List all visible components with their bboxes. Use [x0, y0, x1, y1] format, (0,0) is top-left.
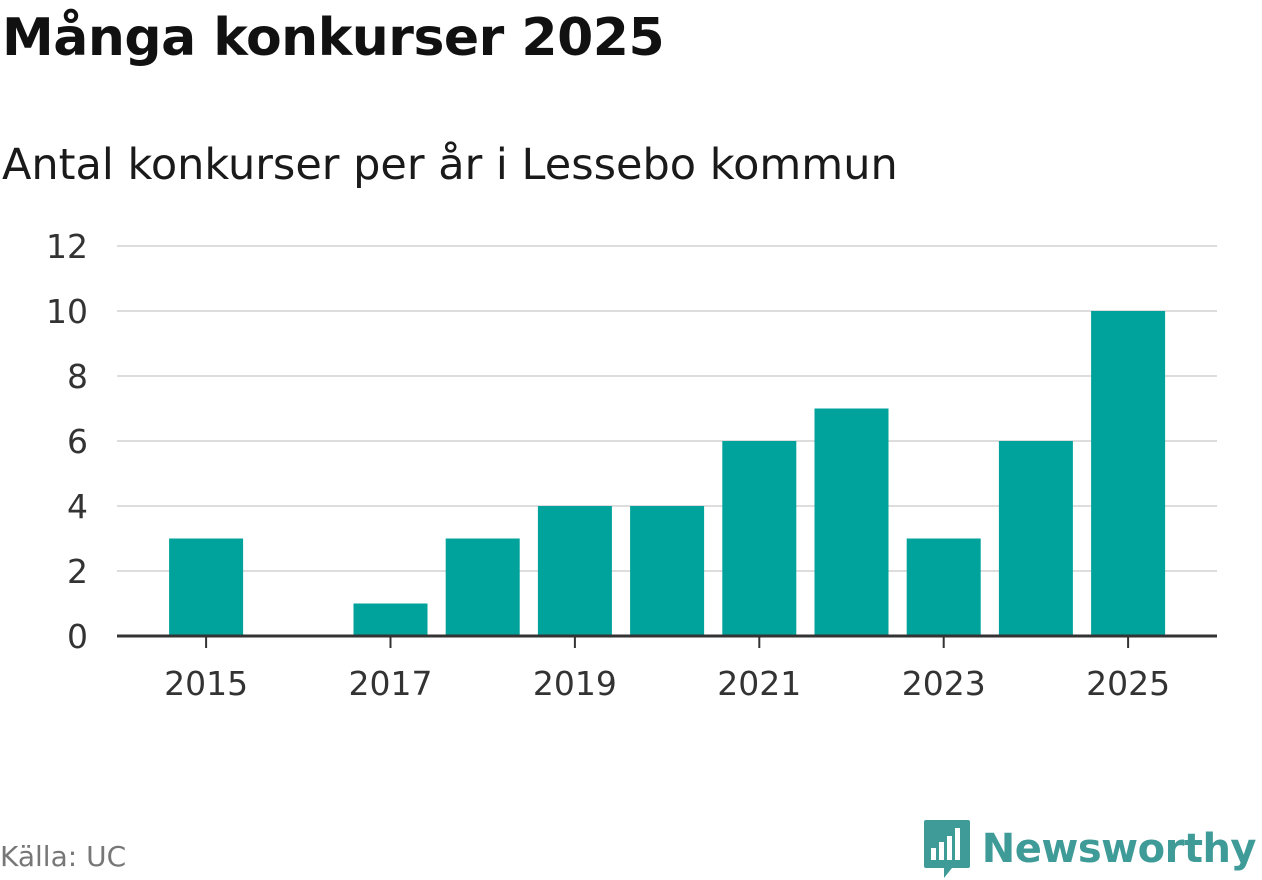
bar-2023 [906, 538, 981, 636]
x-tick-label: 2021 [717, 664, 801, 703]
chart-subtitle: Antal konkurser per år i Lessebo kommun [2, 140, 898, 190]
bars [169, 311, 1166, 636]
bar-2022 [814, 408, 889, 636]
x-tick-label: 2017 [349, 664, 433, 703]
bar-2015 [169, 538, 244, 636]
y-tick-label: 8 [67, 357, 88, 396]
y-tick-label: 0 [67, 617, 88, 656]
x-tick-label: 2019 [533, 664, 617, 703]
bar-2025 [1091, 311, 1166, 636]
x-tick-label: 2025 [1086, 664, 1170, 703]
bar-2017 [353, 603, 428, 636]
axes: 0 2 4 6 8 10 12 2015 2017 2019 2021 2023 2025 [46, 227, 1217, 703]
y-tick-label: 6 [67, 422, 88, 461]
chart-title: Många konkurser 2025 [2, 8, 665, 68]
y-tick-label: 10 [46, 292, 88, 331]
x-tick-label: 2023 [902, 664, 986, 703]
brand-logo: Newsworthy [922, 818, 1257, 880]
x-tick-label: 2015 [164, 664, 248, 703]
y-tick-label: 4 [67, 487, 88, 526]
newsworthy-logo-icon [923, 820, 970, 878]
source-note: Källa: UC [0, 840, 127, 873]
bar-2024 [998, 441, 1073, 636]
bar-2021 [722, 441, 797, 636]
brand-name: Newsworthy [981, 826, 1257, 872]
bar-2018 [445, 538, 520, 636]
y-tick-label: 12 [46, 227, 88, 266]
bar-2019 [537, 506, 612, 636]
bar-2020 [630, 506, 705, 636]
y-tick-label: 2 [67, 552, 88, 591]
